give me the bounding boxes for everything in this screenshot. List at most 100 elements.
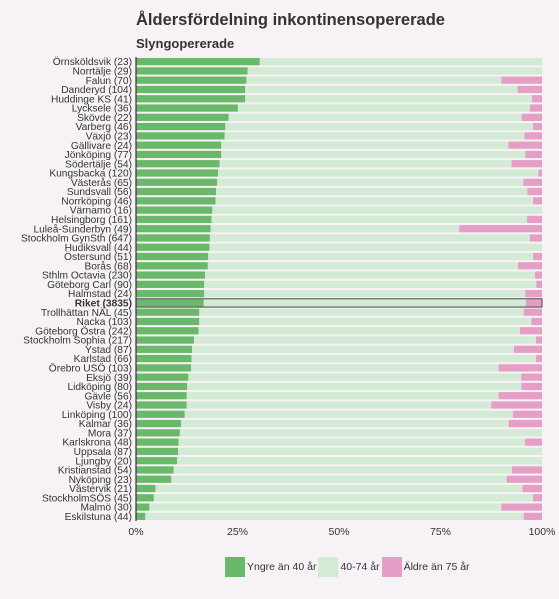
bar-segment-old bbox=[529, 234, 542, 242]
bar-segment-young bbox=[136, 169, 219, 177]
bar-segment-middle bbox=[217, 178, 524, 186]
category-label: Danderyd (104) bbox=[61, 85, 132, 96]
bar-segment-middle bbox=[246, 76, 502, 84]
bar-segment-middle bbox=[205, 271, 536, 279]
legend-swatch-middle bbox=[318, 557, 339, 577]
bar-segment-middle bbox=[204, 280, 537, 288]
x-tick-label: 100% bbox=[529, 526, 556, 538]
category-label: Mora (37) bbox=[88, 428, 132, 439]
bar-segment-young bbox=[136, 466, 174, 474]
bar-segment-middle bbox=[210, 225, 460, 233]
category-label: Västervik (21) bbox=[69, 484, 132, 495]
bar-segment-young bbox=[136, 457, 178, 465]
category-label: Varberg (46) bbox=[76, 122, 132, 133]
category-label: Kristianstad (54) bbox=[58, 466, 132, 477]
bar-segment-old bbox=[498, 364, 542, 372]
bar-segment-middle bbox=[221, 141, 509, 149]
bar-segment-young bbox=[136, 290, 205, 298]
bar-segment-young bbox=[136, 447, 179, 456]
bar-segment-middle bbox=[219, 160, 512, 168]
bar-segment-old bbox=[533, 252, 542, 261]
bar-segment-old bbox=[535, 336, 542, 344]
bar-segment-young bbox=[136, 354, 192, 363]
bar-segment-young bbox=[136, 150, 222, 159]
category-label: Halmstad (24) bbox=[68, 289, 132, 300]
bar-segment-middle bbox=[145, 512, 524, 520]
legend-label-old: Äldre än 75 år bbox=[403, 561, 470, 573]
bar-segment-old bbox=[521, 373, 542, 381]
bar-segment-young bbox=[136, 95, 246, 103]
bar-segment-middle bbox=[188, 373, 522, 381]
bar-segment-middle bbox=[209, 234, 530, 242]
bar-segment-old bbox=[501, 503, 542, 511]
bar-segment-old bbox=[533, 122, 542, 131]
bar-segment-old bbox=[533, 494, 542, 502]
bar-segment-young bbox=[136, 113, 229, 121]
category-label: Eskilstuna (44) bbox=[65, 512, 132, 523]
bar-segment-young bbox=[136, 225, 211, 233]
bar-segment-young bbox=[136, 308, 200, 316]
legend-item-young: Yngre än 40 år bbox=[225, 557, 316, 577]
bar-segment-middle bbox=[198, 327, 521, 335]
bar-segment-middle bbox=[191, 354, 536, 363]
bar-segment-old bbox=[523, 178, 542, 186]
bar-segment-old bbox=[529, 104, 542, 112]
bar-segment-young bbox=[136, 122, 226, 131]
legend-label-middle: 40-74 år bbox=[340, 561, 380, 573]
bar-segment-young bbox=[136, 299, 204, 307]
x-tick-label: 50% bbox=[328, 526, 349, 538]
category-label: Ystad (87) bbox=[85, 345, 132, 356]
bar-segment-old bbox=[518, 262, 542, 270]
category-label: Eksjö (39) bbox=[86, 373, 132, 384]
bar-segment-young bbox=[136, 197, 216, 205]
category-label: Värnamo (16) bbox=[70, 206, 132, 217]
bar-segment-old bbox=[536, 280, 542, 288]
category-label: Uppsala (87) bbox=[74, 447, 132, 458]
bar-segment-middle bbox=[259, 58, 542, 66]
bar-segment-young bbox=[136, 271, 206, 279]
bar-segment-young bbox=[136, 336, 195, 344]
category-label: Karlstad (66) bbox=[74, 354, 132, 365]
bar-segment-middle bbox=[177, 457, 543, 465]
bar-segment-young bbox=[136, 503, 150, 511]
bar-segment-middle bbox=[171, 475, 507, 483]
category-label: Gällivare (24) bbox=[71, 141, 132, 152]
bar-segment-middle bbox=[209, 243, 542, 251]
bar-segment-middle bbox=[186, 401, 492, 409]
bar-segment-young bbox=[136, 58, 260, 66]
bar-segment-middle bbox=[221, 150, 526, 159]
bar-segment-middle bbox=[173, 466, 512, 474]
bar-segment-young bbox=[136, 141, 222, 149]
bar-segment-old bbox=[522, 484, 542, 493]
bar-segment-young bbox=[136, 280, 205, 288]
chart-subtitle: Slyngopererade bbox=[136, 36, 235, 51]
bar-segment-old bbox=[523, 512, 542, 520]
bar-segment-young bbox=[136, 206, 213, 214]
bar-segment-young bbox=[136, 76, 247, 84]
category-label: Örnsköldsvik (23) bbox=[53, 56, 132, 68]
bar-segment-young bbox=[136, 132, 225, 140]
bar-segment-young bbox=[136, 160, 220, 168]
legend-item-middle: 40-74 år bbox=[318, 557, 380, 577]
bar-segment-old bbox=[506, 475, 542, 483]
category-label: Nyköping (23) bbox=[69, 475, 132, 486]
bar-segment-middle bbox=[207, 262, 519, 270]
bar-segment-young bbox=[136, 215, 212, 224]
category-label: Sthlm Octavia (230) bbox=[42, 271, 132, 282]
bar-segment-middle bbox=[178, 447, 542, 456]
bar-segment-young bbox=[136, 438, 179, 446]
category-label: Göteborg Carl (90) bbox=[47, 280, 132, 291]
category-label: Jönköping (77) bbox=[65, 150, 132, 161]
bar-segment-middle bbox=[149, 503, 502, 511]
bar-segment-young bbox=[136, 475, 172, 483]
bar-segment-young bbox=[136, 364, 192, 372]
bar-segment-young bbox=[136, 429, 180, 437]
category-label: Västerås (65) bbox=[71, 177, 132, 189]
bar-segment-old bbox=[525, 299, 542, 307]
bar-segment-young bbox=[136, 317, 200, 326]
category-label: Visby (24) bbox=[86, 401, 132, 412]
bar-segment-old bbox=[512, 410, 542, 418]
bar-segment-middle bbox=[191, 364, 499, 372]
bar-segment-old bbox=[526, 215, 542, 224]
category-label: Stockholm Sophia (217) bbox=[23, 336, 132, 347]
